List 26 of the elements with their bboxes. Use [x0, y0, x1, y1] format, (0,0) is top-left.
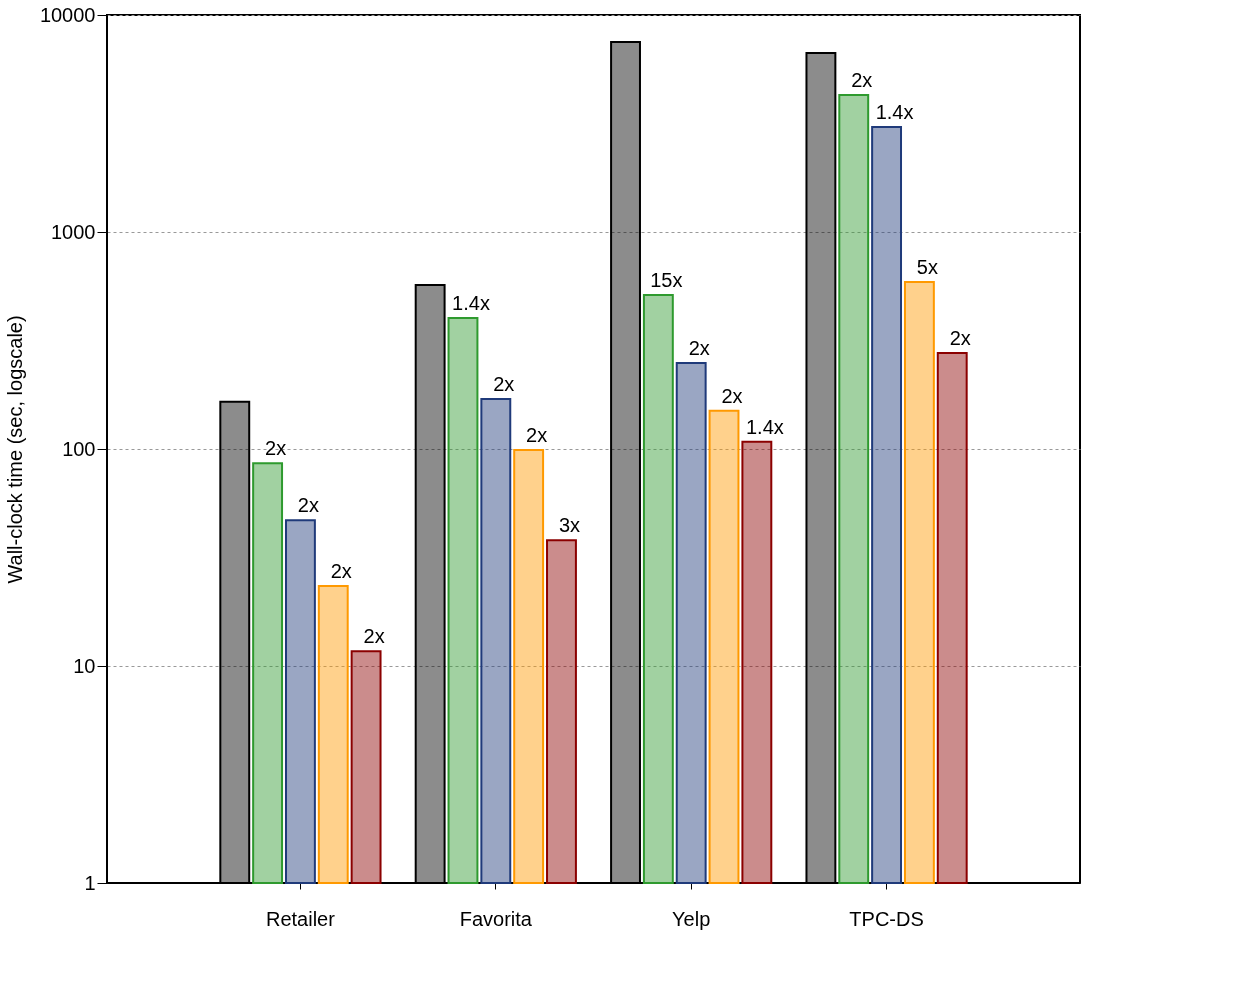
annotation: 2x — [949, 326, 971, 349]
annotation: 2x — [526, 423, 548, 446]
annotation: 2x — [493, 372, 515, 395]
y-tick-label: 10 — [73, 654, 96, 677]
y-tick-label: 1000 — [51, 220, 96, 243]
annotation: 2x — [851, 68, 873, 91]
x-tick-label: TPC-DS — [849, 907, 924, 930]
y-tick-label: 10000 — [39, 3, 96, 26]
y-tick-label: 1 — [84, 871, 96, 894]
annotation: 1.4x — [875, 100, 914, 123]
annotation: 5x — [916, 255, 938, 278]
annotation: 2x — [688, 337, 710, 360]
y-tick-label: 100 — [62, 437, 96, 460]
annotation: 1.4x — [745, 415, 784, 438]
annotation: 2x — [330, 559, 352, 582]
x-tick-label: Yelp — [672, 907, 711, 930]
annotation: 3x — [558, 514, 581, 537]
x-tick-label: Retailer — [265, 907, 336, 930]
annotation: 2x — [363, 625, 385, 648]
annotation: 1.4x — [452, 291, 490, 314]
x-tick-label: Favorita — [459, 907, 533, 930]
annotation: 2x — [265, 437, 287, 460]
annotation: 2x — [297, 494, 319, 517]
annotation: 15x — [650, 269, 683, 292]
y-axis-title: Wall-clock time (sec, logscale) — [3, 315, 26, 584]
annotation: 2x — [721, 384, 743, 407]
